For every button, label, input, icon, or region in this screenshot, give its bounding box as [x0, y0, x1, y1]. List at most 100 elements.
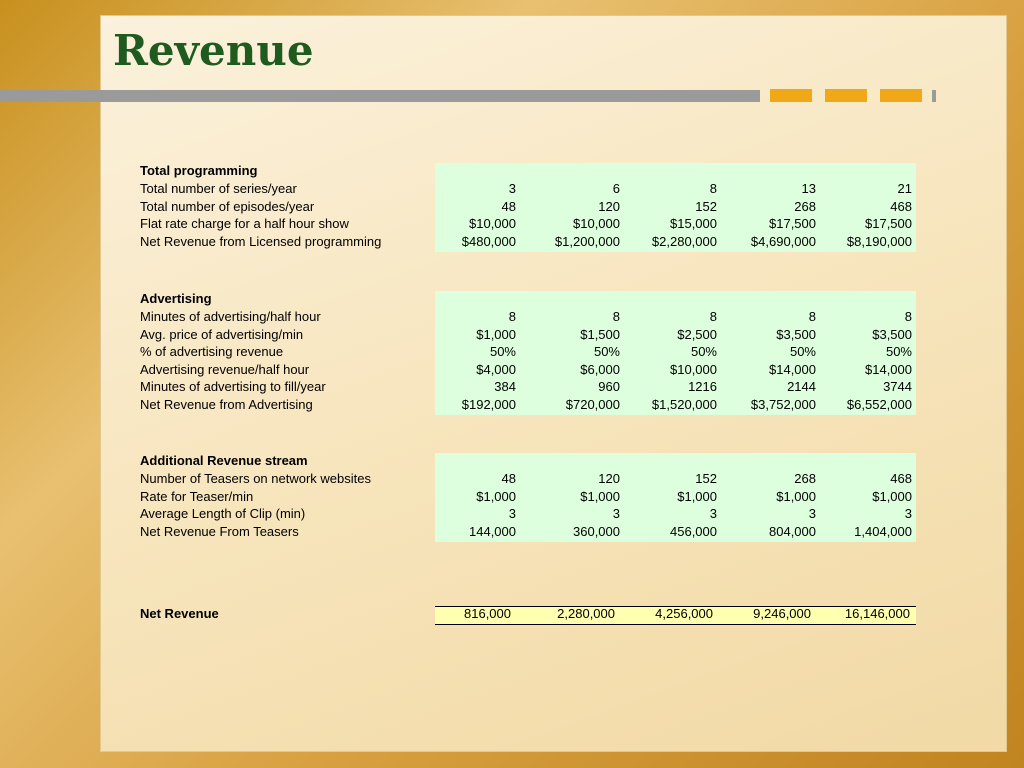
cell-value: 1,404,000 [854, 523, 912, 539]
cell-value: $3,500 [872, 326, 912, 342]
row-label: Minutes of advertising/half hour [140, 309, 321, 324]
section-heading: Total programming [140, 163, 258, 178]
cell-value: 3 [508, 181, 516, 196]
cell-value: $1,000 [776, 488, 816, 504]
row-label: Total number of series/year [140, 181, 297, 196]
cell-value: 144,000 [469, 523, 516, 539]
cell-value: $3,752,000 [750, 396, 816, 412]
cell-value: $3,500 [776, 326, 816, 342]
section-background [435, 163, 916, 252]
cell-value: $1,000 [580, 488, 620, 504]
cell-value: 50% [885, 344, 912, 359]
cell-value: $14,000 [865, 361, 912, 377]
cell-value: 3 [709, 506, 717, 521]
cell-value: $480,000 [461, 233, 516, 249]
cell-value: $17,500 [769, 216, 816, 231]
accent-square [880, 89, 922, 102]
cell-value: 456,000 [670, 523, 717, 539]
row-label: Average Length of Clip (min) [140, 506, 306, 521]
cell-value: 8 [808, 309, 816, 324]
cell-value: 152 [695, 198, 717, 214]
cell-value: $6,000 [580, 361, 620, 377]
cell-value: 21 [897, 181, 912, 196]
cell-value: $1,200,000 [554, 233, 620, 249]
cell-value: $4,690,000 [750, 233, 816, 249]
row-label: Net Revenue from Licensed programming [140, 233, 382, 249]
cell-value: 360,000 [573, 523, 620, 539]
cell-value: 50% [789, 344, 816, 359]
row-label: Net Revenue From Teasers [140, 523, 299, 539]
cell-value: $1,000 [476, 488, 516, 504]
cell-value: $1,520,000 [651, 396, 717, 412]
net-revenue-value: 16,146,000 [844, 606, 910, 621]
cell-value: 3 [808, 506, 816, 521]
cell-value: 50% [489, 344, 516, 359]
net-revenue-value: 2,280,000 [557, 606, 615, 621]
cell-value: 8 [709, 309, 717, 324]
cell-value: 48 [501, 471, 516, 486]
row-label: % of advertising revenue [140, 344, 284, 359]
cell-value: $2,280,000 [651, 233, 717, 249]
cell-value: $1,000 [677, 488, 717, 504]
cell-value: $10,000 [670, 361, 717, 377]
cell-value: $17,500 [865, 216, 912, 231]
cell-value: $10,000 [573, 216, 620, 231]
cell-value: 50% [690, 344, 717, 359]
cell-value: 8 [709, 181, 717, 196]
net-revenue-label: Net Revenue [140, 606, 219, 621]
row-label: Advertising revenue/half hour [140, 361, 310, 377]
section-heading: Additional Revenue stream [140, 453, 308, 468]
slide-title: Revenue [113, 26, 314, 75]
accent-square [825, 89, 867, 102]
cell-value: 3 [904, 506, 912, 521]
cell-value: 120 [598, 471, 620, 486]
cell-value: 2144 [787, 379, 816, 394]
cell-value: $15,000 [670, 216, 717, 231]
divider-bar [0, 90, 760, 102]
net-revenue-value: 816,000 [464, 606, 511, 621]
cell-value: 960 [598, 379, 620, 394]
cell-value: $720,000 [565, 396, 620, 412]
row-label: Rate for Teaser/min [140, 488, 254, 504]
row-label: Flat rate charge for a half hour show [140, 216, 349, 231]
cell-value: 48 [501, 198, 516, 214]
row-label: Total number of episodes/year [140, 198, 315, 214]
cell-value: 3744 [883, 379, 912, 394]
cell-value: $192,000 [461, 396, 516, 412]
cell-value: $1,500 [580, 326, 620, 342]
section-heading: Advertising [140, 291, 212, 306]
row-label: Net Revenue from Advertising [140, 396, 313, 412]
cell-value: 50% [593, 344, 620, 359]
cell-value: 384 [494, 379, 516, 394]
cell-value: $14,000 [769, 361, 816, 377]
cell-value: 8 [612, 309, 620, 324]
cell-value: 3 [508, 506, 516, 521]
net-revenue-background [435, 606, 916, 625]
accent-square [770, 89, 812, 102]
cell-value: $8,190,000 [846, 233, 912, 249]
cell-value: $1,000 [872, 488, 912, 504]
cell-value: 268 [794, 198, 816, 214]
cell-value: 804,000 [769, 523, 816, 539]
row-label: Number of Teasers on network websites [140, 471, 371, 486]
cell-value: 268 [794, 471, 816, 486]
cell-value: $6,552,000 [846, 396, 912, 412]
cell-value: $2,500 [677, 326, 717, 342]
cell-value: 8 [508, 309, 516, 324]
cell-value: 3 [612, 506, 620, 521]
cell-value: 13 [801, 181, 816, 196]
section-background [435, 453, 916, 542]
section-background [435, 291, 916, 415]
cell-value: $1,000 [476, 326, 516, 342]
cell-value: 1216 [688, 379, 717, 394]
cell-value: 6 [612, 181, 620, 196]
row-label: Avg. price of advertising/min [140, 326, 304, 342]
net-revenue-value: 4,256,000 [655, 606, 713, 621]
cell-value: $10,000 [469, 216, 516, 231]
cell-value: $4,000 [476, 361, 516, 377]
divider-end [932, 90, 936, 102]
cell-value: 120 [598, 198, 620, 214]
row-label: Minutes of advertising to fill/year [140, 379, 326, 394]
cell-value: 468 [890, 198, 912, 214]
